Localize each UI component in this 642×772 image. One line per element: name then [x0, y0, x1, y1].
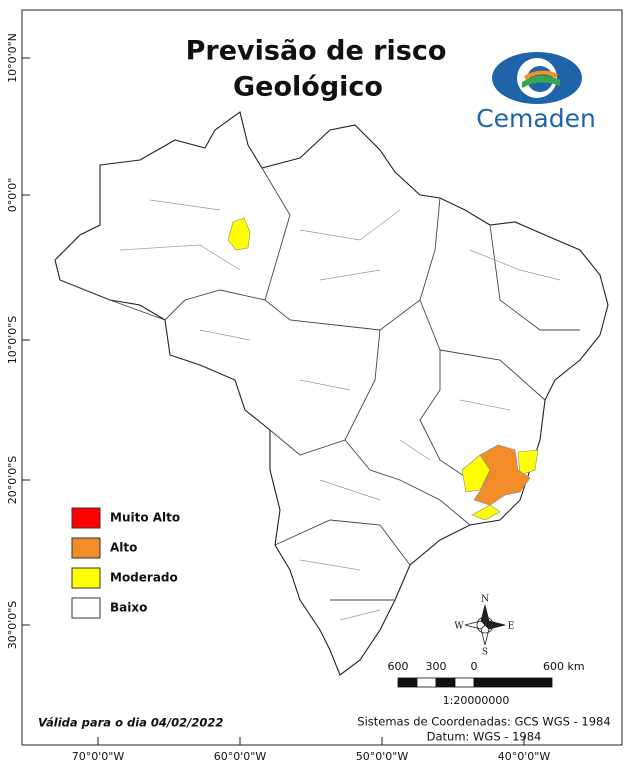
legend-swatch	[71, 597, 101, 619]
scale-bar	[397, 677, 553, 688]
lat-label: 20°0'0"S	[6, 456, 19, 505]
scale-label: 300	[426, 660, 447, 673]
legend-label: Baixo	[110, 601, 147, 615]
legend-label: Muito Alto	[110, 511, 180, 525]
logo-mark	[492, 52, 582, 104]
legend-swatch	[71, 507, 101, 529]
legend-label: Moderado	[110, 571, 178, 585]
title-line: Previsão de risco	[186, 36, 447, 67]
risk-moderate-area	[461, 449, 539, 521]
title-line: Geológico	[233, 72, 383, 103]
lat-label: 10°0'0"N	[6, 33, 19, 83]
compass-label: E	[508, 622, 515, 632]
lon-label: 70°0'0"W	[72, 750, 125, 763]
scale-ratio: 1:20000000	[443, 694, 510, 707]
scale-label: 600	[388, 660, 409, 673]
lon-label: 60°0'0"W	[214, 750, 267, 763]
compass-label: N	[481, 595, 489, 605]
legend-swatch	[71, 537, 101, 559]
datum: Datum: WGS - 1984	[427, 730, 542, 744]
legend-label: Alto	[110, 541, 137, 555]
risk-high-area	[473, 444, 531, 506]
lat-label: 30°0'0"S	[6, 601, 19, 650]
frame-ticks	[22, 57, 525, 745]
country-outline	[54, 111, 609, 676]
logo-text: Cemaden	[476, 104, 596, 133]
compass-label: W	[454, 622, 464, 632]
risk-moderate-area	[227, 217, 251, 251]
lat-label: 10°0'0"S	[6, 316, 19, 365]
compass-rose	[464, 604, 506, 646]
municipal-borders	[119, 199, 561, 621]
lon-label: 50°0'0"W	[356, 750, 409, 763]
compass-label: S	[482, 648, 488, 658]
coordinate-system: Sistemas de Coordenadas: GCS WGS - 1984	[357, 715, 610, 729]
scale-label: 0	[471, 660, 478, 673]
scale-label: 600 km	[543, 660, 585, 673]
state-borders	[59, 167, 580, 601]
lon-label: 40°0'0"W	[498, 750, 551, 763]
validity-date: Válida para o dia 04/02/2022	[38, 716, 223, 730]
legend-swatch	[71, 567, 101, 589]
lat-label: 0°0'0"	[6, 178, 19, 213]
